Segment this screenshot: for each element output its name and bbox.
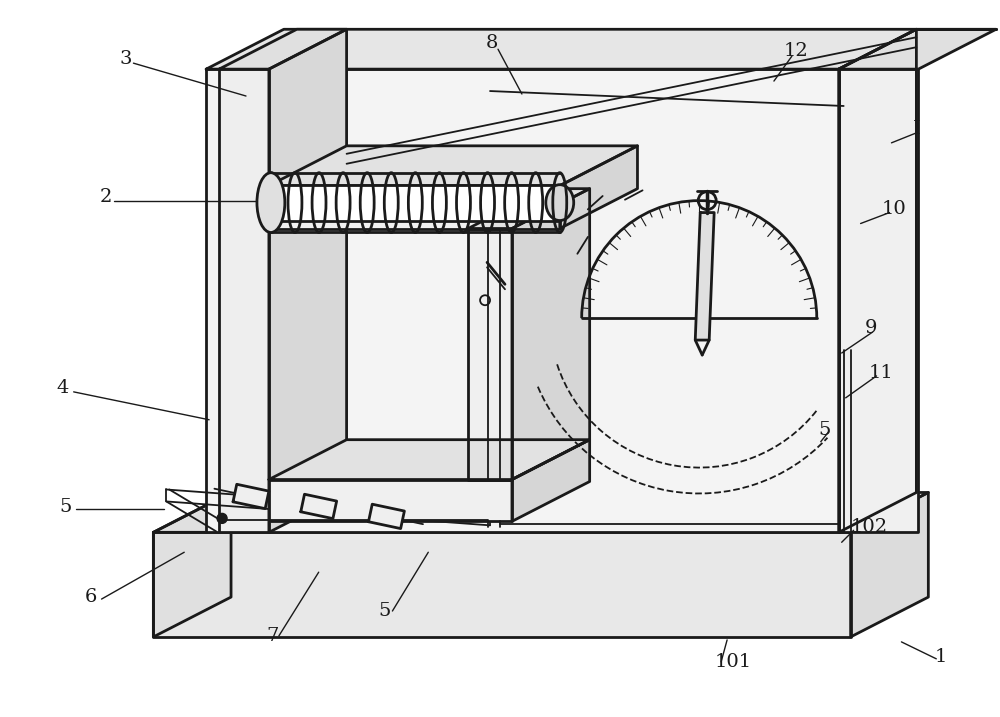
Polygon shape — [153, 493, 231, 637]
Polygon shape — [219, 29, 347, 69]
Text: 11: 11 — [869, 364, 893, 382]
Text: 102: 102 — [851, 518, 888, 536]
Polygon shape — [468, 229, 512, 480]
Polygon shape — [233, 484, 269, 508]
Polygon shape — [153, 493, 928, 532]
Text: I: I — [913, 120, 921, 138]
Polygon shape — [839, 69, 918, 532]
Polygon shape — [219, 69, 269, 532]
Text: 2: 2 — [100, 188, 112, 206]
Polygon shape — [560, 146, 637, 229]
Text: 10: 10 — [882, 199, 906, 217]
Polygon shape — [369, 504, 404, 528]
Text: 5: 5 — [378, 602, 391, 620]
Text: 7: 7 — [266, 627, 278, 645]
Text: 4: 4 — [57, 379, 69, 397]
Polygon shape — [206, 69, 839, 532]
Text: 1: 1 — [934, 648, 947, 666]
Polygon shape — [269, 480, 512, 521]
Bar — [271, 185, 560, 221]
Polygon shape — [695, 212, 714, 340]
Text: 8: 8 — [486, 34, 498, 52]
Ellipse shape — [546, 185, 574, 221]
Polygon shape — [839, 29, 916, 532]
Polygon shape — [512, 440, 590, 521]
Text: 101: 101 — [714, 652, 751, 671]
Text: 5: 5 — [60, 498, 72, 516]
Text: 12: 12 — [784, 42, 809, 60]
Polygon shape — [269, 29, 347, 532]
Polygon shape — [269, 186, 560, 229]
Text: 9: 9 — [865, 319, 877, 337]
Polygon shape — [512, 189, 590, 480]
Polygon shape — [269, 146, 637, 186]
Polygon shape — [269, 440, 590, 480]
Polygon shape — [301, 494, 337, 518]
Text: 3: 3 — [119, 50, 132, 68]
Polygon shape — [468, 189, 590, 229]
Polygon shape — [206, 29, 916, 69]
Polygon shape — [839, 29, 996, 69]
Polygon shape — [153, 532, 851, 637]
Ellipse shape — [257, 173, 285, 232]
Text: 6: 6 — [85, 588, 97, 606]
Text: 5: 5 — [819, 421, 831, 439]
Circle shape — [217, 513, 227, 523]
Polygon shape — [851, 493, 928, 637]
